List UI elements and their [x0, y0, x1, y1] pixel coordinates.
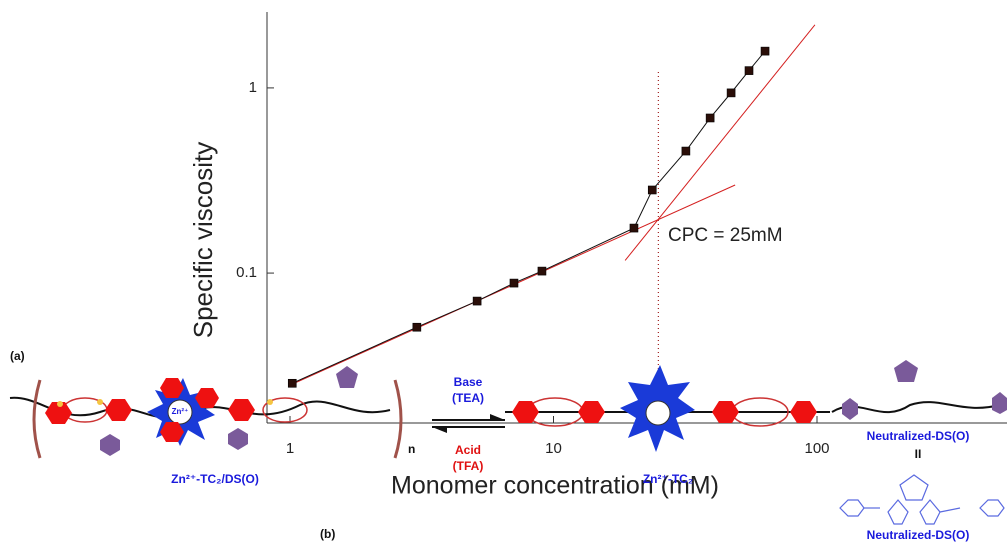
- data-point: [509, 278, 519, 288]
- data-point: [629, 223, 639, 233]
- data-point: [744, 66, 754, 75]
- y-axis-label: Specific viscosity: [188, 142, 218, 339]
- data-point: [287, 378, 297, 388]
- data-point: [647, 185, 657, 195]
- data-line: [292, 50, 766, 384]
- annotation: CPC = 25mM: [668, 225, 783, 246]
- data-point: [705, 113, 715, 123]
- x-tick-label: 1: [286, 440, 294, 457]
- fit-line: [624, 24, 816, 261]
- data-point: [726, 88, 736, 98]
- data-point: [537, 266, 547, 276]
- data-point: [681, 146, 691, 156]
- x-tick-label: 10: [545, 440, 562, 457]
- data-point: [472, 296, 482, 306]
- data-point: [760, 46, 770, 56]
- x-tick-label: 100: [804, 440, 829, 457]
- y-tick-label: 0.1: [236, 264, 257, 281]
- data-point: [412, 322, 422, 332]
- x-axis-label: Monomer concentration (mM): [391, 472, 719, 500]
- y-tick-label: 1: [249, 79, 257, 96]
